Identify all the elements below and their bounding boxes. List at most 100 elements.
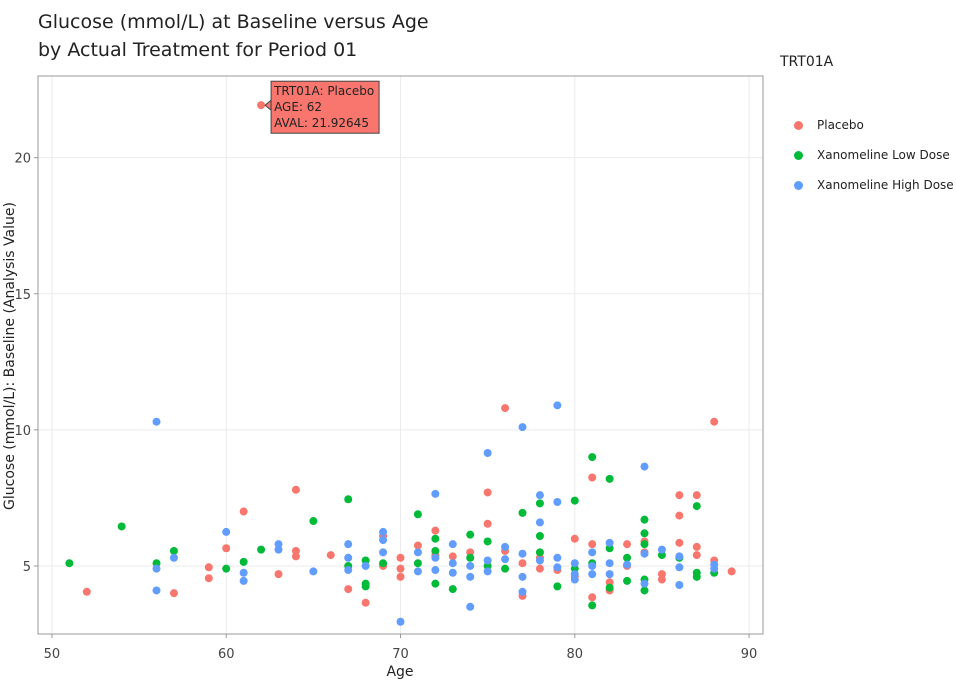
point-xanomeline-high-dose[interactable] [483, 556, 492, 565]
point-xanomeline-high-dose[interactable] [431, 489, 440, 498]
point-xanomeline-high-dose[interactable] [239, 568, 248, 577]
point-xanomeline-high-dose[interactable] [379, 536, 388, 545]
point-xanomeline-low-dose[interactable] [448, 585, 457, 594]
point-xanomeline-high-dose[interactable] [274, 545, 283, 554]
point-xanomeline-high-dose[interactable] [570, 575, 579, 584]
point-placebo[interactable] [448, 552, 457, 561]
point-xanomeline-high-dose[interactable] [675, 552, 684, 561]
point-xanomeline-high-dose[interactable] [518, 549, 527, 558]
point-placebo[interactable] [675, 491, 684, 500]
point-placebo[interactable] [257, 101, 266, 110]
point-xanomeline-low-dose[interactable] [431, 579, 440, 588]
point-xanomeline-high-dose[interactable] [344, 553, 353, 562]
point-placebo[interactable] [82, 587, 91, 596]
point-xanomeline-low-dose[interactable] [640, 515, 649, 524]
point-xanomeline-high-dose[interactable] [466, 561, 475, 570]
point-xanomeline-low-dose[interactable] [640, 586, 649, 595]
point-placebo[interactable] [501, 404, 510, 413]
point-xanomeline-high-dose[interactable] [535, 491, 544, 500]
point-placebo[interactable] [588, 593, 597, 602]
point-xanomeline-high-dose[interactable] [535, 518, 544, 527]
point-xanomeline-high-dose[interactable] [518, 423, 527, 432]
point-xanomeline-high-dose[interactable] [675, 563, 684, 572]
point-xanomeline-high-dose[interactable] [396, 617, 405, 626]
point-xanomeline-high-dose[interactable] [623, 560, 632, 569]
point-placebo[interactable] [344, 585, 353, 594]
point-xanomeline-high-dose[interactable] [501, 542, 510, 551]
point-xanomeline-high-dose[interactable] [413, 548, 422, 557]
point-xanomeline-high-dose[interactable] [239, 576, 248, 585]
point-xanomeline-high-dose[interactable] [152, 417, 161, 426]
point-xanomeline-high-dose[interactable] [344, 540, 353, 549]
point-placebo[interactable] [692, 551, 701, 560]
point-xanomeline-high-dose[interactable] [588, 570, 597, 579]
point-xanomeline-high-dose[interactable] [379, 527, 388, 536]
point-xanomeline-high-dose[interactable] [466, 602, 475, 611]
point-xanomeline-high-dose[interactable] [570, 559, 579, 568]
point-placebo[interactable] [692, 542, 701, 551]
point-placebo[interactable] [483, 488, 492, 497]
point-placebo[interactable] [396, 572, 405, 581]
point-xanomeline-high-dose[interactable] [448, 559, 457, 568]
point-placebo[interactable] [692, 491, 701, 500]
point-placebo[interactable] [204, 574, 213, 583]
point-xanomeline-high-dose[interactable] [518, 587, 527, 596]
point-xanomeline-high-dose[interactable] [535, 556, 544, 565]
point-placebo[interactable] [431, 526, 440, 535]
point-xanomeline-low-dose[interactable] [344, 495, 353, 504]
point-xanomeline-low-dose[interactable] [588, 601, 597, 610]
point-xanomeline-high-dose[interactable] [553, 553, 562, 562]
point-xanomeline-low-dose[interactable] [65, 559, 74, 568]
point-placebo[interactable] [623, 540, 632, 549]
point-xanomeline-high-dose[interactable] [605, 559, 614, 568]
point-xanomeline-low-dose[interactable] [431, 534, 440, 543]
point-placebo[interactable] [396, 564, 405, 573]
point-xanomeline-high-dose[interactable] [222, 527, 231, 536]
point-xanomeline-high-dose[interactable] [152, 586, 161, 595]
point-xanomeline-high-dose[interactable] [553, 401, 562, 410]
point-xanomeline-high-dose[interactable] [605, 538, 614, 547]
point-xanomeline-low-dose[interactable] [361, 582, 370, 591]
point-xanomeline-low-dose[interactable] [553, 582, 562, 591]
point-xanomeline-high-dose[interactable] [344, 566, 353, 575]
point-xanomeline-low-dose[interactable] [169, 546, 178, 555]
point-placebo[interactable] [222, 544, 231, 553]
point-xanomeline-low-dose[interactable] [518, 508, 527, 517]
point-xanomeline-low-dose[interactable] [623, 576, 632, 585]
point-xanomeline-high-dose[interactable] [309, 567, 318, 576]
point-xanomeline-high-dose[interactable] [152, 564, 161, 573]
point-placebo[interactable] [588, 540, 597, 549]
point-xanomeline-high-dose[interactable] [448, 568, 457, 577]
point-placebo[interactable] [675, 538, 684, 547]
point-placebo[interactable] [535, 564, 544, 573]
point-xanomeline-low-dose[interactable] [623, 553, 632, 562]
point-xanomeline-low-dose[interactable] [640, 540, 649, 549]
point-xanomeline-low-dose[interactable] [117, 522, 126, 531]
point-xanomeline-high-dose[interactable] [483, 567, 492, 576]
point-placebo[interactable] [396, 553, 405, 562]
point-xanomeline-high-dose[interactable] [640, 549, 649, 558]
point-xanomeline-high-dose[interactable] [710, 564, 719, 573]
point-placebo[interactable] [291, 485, 300, 494]
point-xanomeline-low-dose[interactable] [466, 553, 475, 562]
point-xanomeline-high-dose[interactable] [501, 555, 510, 564]
point-xanomeline-high-dose[interactable] [361, 561, 370, 570]
point-xanomeline-high-dose[interactable] [640, 462, 649, 471]
point-xanomeline-high-dose[interactable] [379, 548, 388, 557]
point-placebo[interactable] [291, 552, 300, 561]
point-xanomeline-low-dose[interactable] [257, 545, 266, 554]
point-xanomeline-high-dose[interactable] [640, 579, 649, 588]
point-xanomeline-low-dose[interactable] [605, 583, 614, 592]
point-xanomeline-high-dose[interactable] [483, 448, 492, 457]
point-xanomeline-high-dose[interactable] [466, 572, 475, 581]
point-xanomeline-high-dose[interactable] [431, 566, 440, 575]
point-placebo[interactable] [588, 473, 597, 482]
point-xanomeline-low-dose[interactable] [222, 564, 231, 573]
legend-item-high-dose[interactable]: Xanomeline High Dose [780, 170, 954, 200]
point-xanomeline-low-dose[interactable] [535, 499, 544, 508]
point-xanomeline-low-dose[interactable] [535, 548, 544, 557]
point-xanomeline-low-dose[interactable] [431, 546, 440, 555]
point-placebo[interactable] [204, 563, 213, 572]
point-placebo[interactable] [675, 511, 684, 520]
point-placebo[interactable] [239, 507, 248, 516]
